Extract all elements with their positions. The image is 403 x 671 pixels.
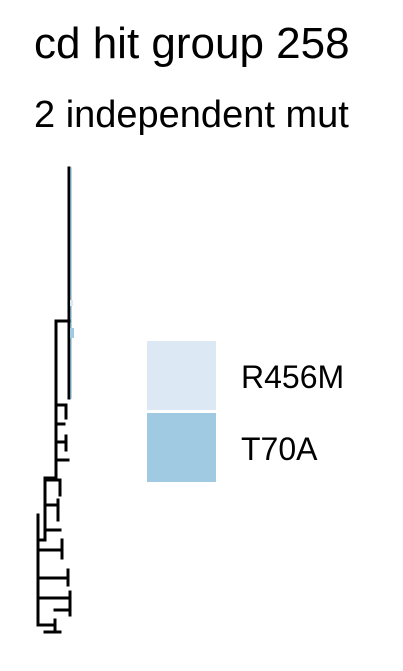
tip-marker xyxy=(70,300,73,306)
chart-title: cd hit group 258 xyxy=(34,19,350,68)
legend-label-t70a: T70A xyxy=(241,431,318,467)
chart-subtitle: 2 independent mut xyxy=(34,94,349,136)
tip-marker xyxy=(70,328,74,338)
legend-key-r456m xyxy=(147,341,216,410)
legend-key-t70a xyxy=(147,413,216,482)
legend-label-r456m: R456M xyxy=(241,359,345,395)
